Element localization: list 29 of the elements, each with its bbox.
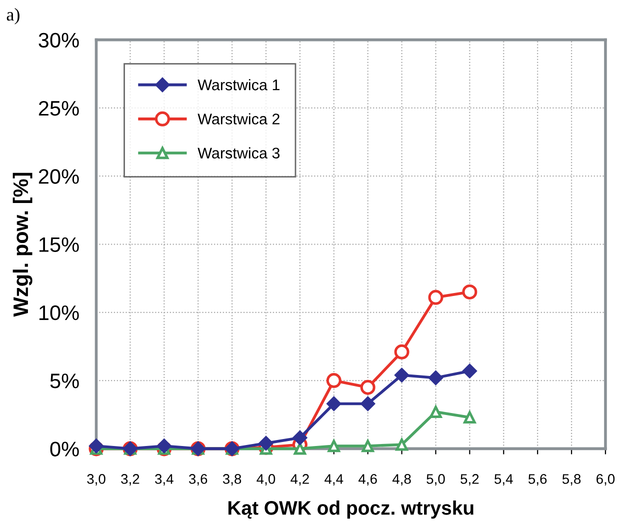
y-tick-label: 30%: [38, 32, 79, 48]
y-tick-label: 10%: [39, 305, 79, 320]
x-tick-label: 3,0: [87, 474, 106, 486]
x-tick-label: 5,4: [494, 474, 513, 486]
legend-label: Warstwica 3: [198, 147, 280, 159]
x-tick-label: 3,4: [155, 474, 174, 486]
x-tick-label: 5,6: [528, 474, 547, 486]
x-tick-label: 5,8: [562, 474, 581, 486]
x-tick-label: 6,0: [596, 474, 615, 486]
y-tick-label: 15%: [39, 237, 79, 252]
x-tick-label: 3,8: [222, 474, 242, 486]
x-tick-label: 4,6: [358, 474, 377, 486]
x-tick-label: 3,2: [121, 474, 140, 486]
y-tick-label: 0%: [50, 442, 79, 456]
x-tick-label: 4,0: [256, 474, 276, 486]
y-tick-label: 5%: [50, 374, 79, 388]
x-axis-title: Kąt OWK od pocz. wtrysku: [228, 500, 474, 519]
x-tick-label: 4,8: [392, 474, 411, 486]
y-axis-title: Wzgl. pow. [%]: [12, 172, 32, 317]
x-tick-label: 3,6: [188, 474, 208, 486]
x-tick-label: 5,0: [426, 474, 445, 486]
legend-label: Warstwica 1: [198, 79, 280, 90]
x-tick-label: 4,4: [324, 474, 344, 486]
legend-label: Warstwica 2: [198, 113, 280, 124]
y-tick-label: 20%: [38, 169, 79, 184]
x-tick-label: 5,2: [460, 474, 479, 486]
y-tick-label: 25%: [38, 100, 79, 116]
text: a): [6, 8, 20, 24]
x-tick-label: 4,2: [290, 474, 309, 486]
